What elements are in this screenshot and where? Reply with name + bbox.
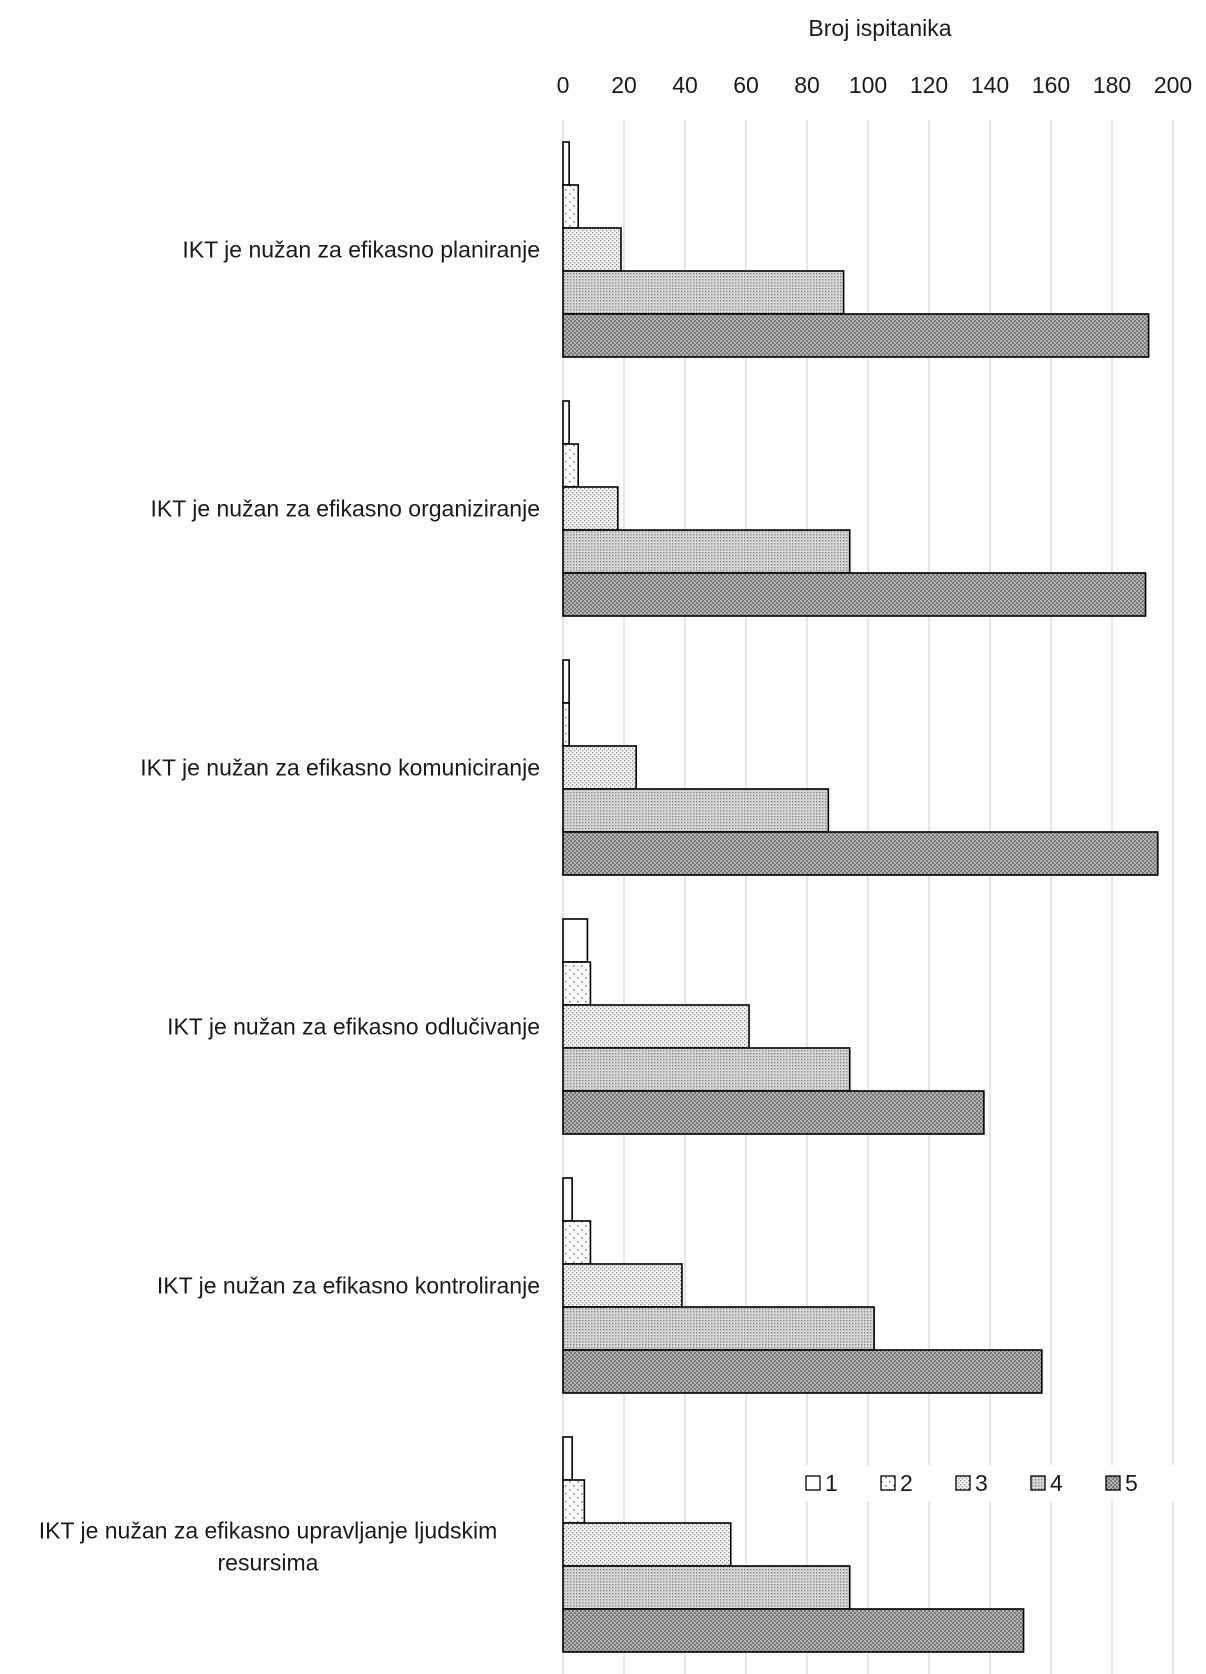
x-tick-label: 160	[1032, 72, 1070, 98]
x-tick-label: 60	[733, 72, 759, 98]
bar-series-3	[562, 1004, 750, 1049]
bar-series-3	[562, 227, 622, 272]
bar-series-5	[562, 1608, 1025, 1653]
legend: 1 2 3 4 5	[794, 1465, 1175, 1501]
legend-label: 1	[825, 1470, 838, 1496]
bar-series-4	[562, 1047, 851, 1092]
legend-label: 5	[1125, 1470, 1138, 1496]
category-label: IKT je nužan za efikasno upravljanje lju…	[39, 1518, 498, 1576]
legend-swatch	[1030, 1475, 1046, 1491]
bar-series-3	[562, 1522, 732, 1567]
legend-swatch	[955, 1475, 971, 1491]
bar-series-1	[562, 400, 570, 445]
bar-series-1	[562, 918, 589, 963]
legend-label: 3	[975, 1470, 988, 1496]
bar-series-2	[562, 1220, 592, 1265]
bar-series-2	[562, 702, 570, 747]
legend-label: 4	[1050, 1470, 1063, 1496]
bars	[562, 141, 1159, 1653]
legend-swatch	[880, 1475, 896, 1491]
legend-label: 2	[900, 1470, 913, 1496]
bar-series-4	[562, 788, 830, 833]
bar-series-4	[562, 529, 851, 574]
bar-series-2	[562, 961, 592, 1006]
bar-series-5	[562, 1090, 985, 1135]
bar-series-5	[562, 313, 1150, 358]
category-labels: IKT je nužan za efikasno planiranje IKT j…	[39, 237, 540, 1576]
category-label: IKT je nužan za efikasno kontroliranje	[157, 1273, 540, 1299]
category-label: IKT je nužan za efikasno komuniciranje	[140, 755, 540, 781]
bar-series-5	[562, 831, 1159, 876]
x-tick-label: 0	[557, 72, 570, 98]
x-axis-title: Broj ispitanika	[808, 15, 951, 41]
bar-series-2	[562, 1479, 586, 1524]
x-tick-label: 80	[794, 72, 820, 98]
bar-series-3	[562, 486, 619, 531]
bar-series-1	[562, 1436, 573, 1481]
bar-series-5	[562, 572, 1147, 617]
x-tick-label: 20	[611, 72, 637, 98]
bar-series-3	[562, 745, 637, 790]
x-tick-label: 120	[910, 72, 948, 98]
bar-series-3	[562, 1263, 683, 1308]
category-label: IKT je nužan za efikasno odlučivanje	[167, 1014, 540, 1040]
x-tick-labels: 0 20 40 60 80 100 120 140 160 180 200	[557, 72, 1193, 98]
bar-series-4	[562, 1306, 875, 1351]
x-tick-label: 40	[672, 72, 698, 98]
bar-series-1	[562, 141, 570, 186]
x-tick-label: 200	[1154, 72, 1192, 98]
x-tick-label: 100	[849, 72, 887, 98]
bar-series-1	[562, 1177, 573, 1222]
gridlines	[562, 120, 1174, 1674]
x-tick-label: 140	[971, 72, 1009, 98]
legend-swatch	[1105, 1475, 1121, 1491]
x-tick-label: 180	[1093, 72, 1131, 98]
bar-series-5	[562, 1349, 1043, 1394]
legend-swatch	[805, 1475, 821, 1491]
bar-series-2	[562, 443, 580, 488]
category-label: IKT je nužan za efikasno planiranje	[182, 237, 540, 263]
category-label: IKT je nužan za efikasno organiziranje	[150, 496, 540, 522]
bar-series-1	[562, 659, 570, 704]
bar-series-4	[562, 270, 845, 315]
bar-series-2	[562, 184, 580, 229]
bar-series-4	[562, 1565, 851, 1610]
